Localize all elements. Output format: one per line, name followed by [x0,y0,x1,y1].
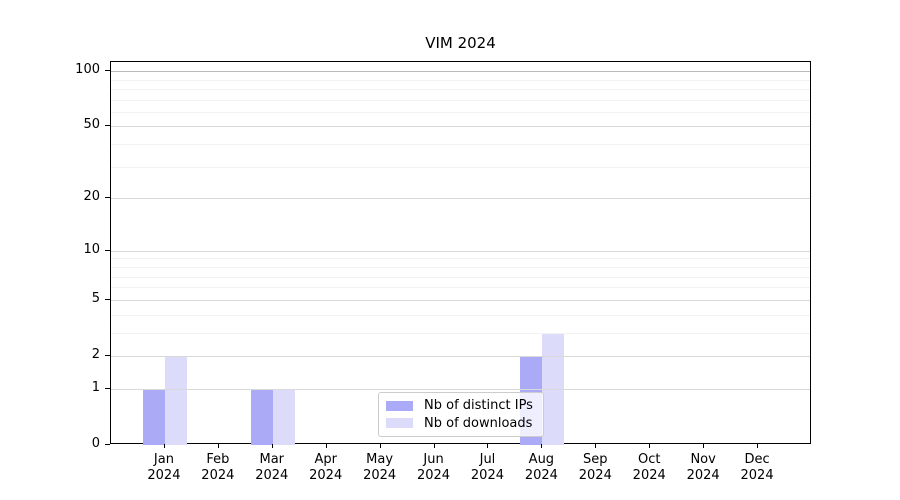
minor-gridline [111,166,810,168]
x-tick-year: 2024 [686,468,720,483]
minor-gridline [111,314,810,316]
x-tick-label: May 2024 [335,452,425,484]
legend-item-distinct-ips: Nb of distinct IPs [386,398,536,413]
minor-gridline [111,111,810,113]
legend: Nb of distinct IPs Nb of downloads [378,392,544,437]
y-tick-mark [105,387,110,389]
x-tick-mark [163,444,165,448]
x-tick-label: Sep 2024 [550,452,640,484]
y-tick-mark [105,197,110,199]
x-tick-month: Feb [206,452,230,467]
major-gridline [111,355,810,357]
major-gridline [111,250,810,252]
x-tick-month: Aug [528,452,555,467]
x-tick-mark [649,444,651,448]
y-tick-label: 0 [91,436,100,451]
x-tick-year: 2024 [740,468,774,483]
x-tick-month: Jul [479,452,496,467]
x-tick-label: Aug 2024 [496,452,586,484]
x-tick-year: 2024 [470,468,504,483]
x-tick-label: Oct 2024 [604,452,694,484]
grid-layer [111,62,810,443]
major-gridline [111,71,810,73]
y-tick-mark [105,354,110,356]
minor-gridline [111,79,810,81]
major-gridline [111,126,810,128]
y-tick-label: 20 [83,189,100,205]
x-tick-mark [487,444,489,448]
y-tick-label: 10 [83,241,100,257]
x-tick-mark [379,444,381,448]
minor-gridline [111,332,810,334]
x-tick-month: Apr [314,452,337,467]
x-tick-month: May [366,452,394,467]
y-tick-mark [105,70,110,72]
x-tick-month: Jan [153,452,174,467]
minor-gridline [111,276,810,278]
y-tick-mark [105,444,110,445]
x-tick-label: Dec 2024 [712,452,802,484]
x-tick-label: Mar 2024 [227,452,317,484]
x-tick-month: Jun [423,452,444,467]
y-tick-label: 100 [75,62,100,78]
x-tick-label: Jun 2024 [389,452,479,484]
y-tick-label: 1 [91,379,100,395]
x-tick-mark [595,444,597,448]
legend-label-distinct-ips: Nb of distinct IPs [424,398,533,414]
y-tick-label: 50 [83,117,100,133]
x-tick-mark [325,444,327,448]
minor-gridline [111,258,810,260]
minor-gridline [111,287,810,289]
minor-gridline [111,88,810,90]
x-tick-month: Nov [690,452,716,467]
legend-label-downloads: Nb of downloads [424,415,533,431]
x-tick-year: 2024 [632,468,666,483]
minor-gridline [111,266,810,268]
bar-jan-distinct-ips [142,388,165,445]
x-tick-mark [271,444,273,448]
x-tick-month: Sep [583,452,608,467]
x-tick-label: Jul 2024 [442,452,532,484]
legend-item-downloads: Nb of downloads [386,416,536,431]
y-tick-label: 2 [91,346,100,362]
x-tick-label: Jan 2024 [119,452,209,484]
x-tick-mark [703,444,705,448]
x-tick-label: Feb 2024 [173,452,263,484]
major-gridline [111,198,810,200]
y-tick-mark [105,249,110,251]
x-tick-mark [433,444,435,448]
x-tick-year: 2024 [578,468,612,483]
bar-jan-downloads [164,355,187,445]
major-gridline [111,388,810,390]
x-tick-mark [217,444,219,448]
minor-gridline [111,144,810,146]
x-tick-month: Dec [744,452,770,467]
x-tick-year: 2024 [416,468,451,483]
legend-swatch-downloads [386,418,413,429]
x-tick-mark [541,444,543,448]
x-tick-label: Nov 2024 [658,452,748,484]
y-tick-mark [105,298,110,300]
x-tick-year: 2024 [524,468,558,483]
x-tick-month: Mar [259,452,285,467]
legend-swatch-distinct-ips [386,400,413,411]
major-gridline [111,299,810,301]
bar-mar-downloads [272,388,295,445]
x-tick-mark [757,444,759,448]
x-tick-year: 2024 [309,468,343,483]
minor-gridline [111,99,810,101]
x-tick-year: 2024 [255,468,289,483]
x-tick-month: Oct [637,452,661,467]
y-tick-label: 5 [91,290,100,306]
y-tick-mark [105,125,110,127]
x-tick-label: Apr 2024 [281,452,371,484]
bar-mar-distinct-ips [250,388,273,445]
chart-title: VIM 2024 [425,34,496,52]
x-tick-year: 2024 [201,468,235,483]
plot-area [110,61,811,445]
x-tick-year: 2024 [363,468,397,483]
x-tick-year: 2024 [147,468,181,483]
